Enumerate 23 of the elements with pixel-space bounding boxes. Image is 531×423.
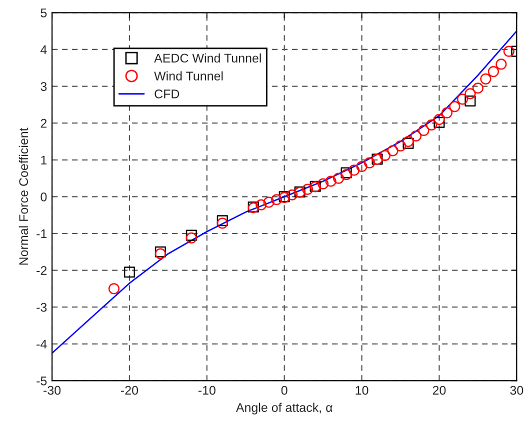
y-tick-label: 4	[40, 45, 47, 54]
legend-label: Wind Tunnel	[154, 71, 223, 80]
x-tick-label: -30	[44, 386, 61, 395]
x-tick-label: 20	[432, 386, 446, 395]
y-tick-label: -3	[36, 302, 47, 312]
y-tick-label: 2	[40, 118, 47, 128]
y-tick-label: -5	[36, 376, 47, 386]
x-tick-label: 30	[510, 386, 524, 395]
y-tick-label: -2	[36, 266, 47, 275]
x-axis-title: Angle of attack, α	[236, 402, 332, 414]
x-tick-label: 10	[356, 386, 368, 395]
x-tick-label: -20	[121, 386, 138, 395]
y-axis-title: Normal Force Coefficient	[18, 128, 28, 265]
legend-label: AEDC Wind Tunnel	[154, 53, 261, 63]
y-tick-label: -4	[36, 340, 47, 348]
legend-label: CFD	[154, 90, 180, 98]
x-tick-label: -10	[198, 386, 216, 395]
x-tick-label: 0	[281, 386, 288, 395]
y-tick-label: 1	[41, 156, 47, 164]
y-tick-label: 3	[40, 82, 47, 91]
y-tick-label: -1	[36, 229, 47, 238]
y-tick-label: 0	[40, 192, 47, 202]
y-tick-label: 5	[40, 8, 47, 18]
